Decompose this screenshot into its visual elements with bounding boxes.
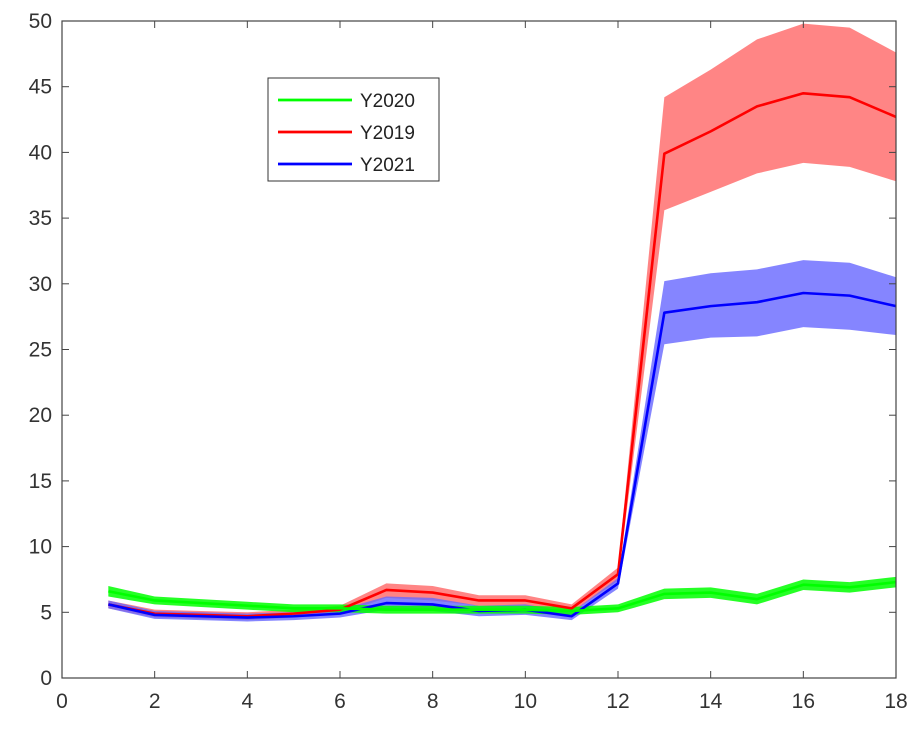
y-tick-label: 40 — [29, 141, 52, 164]
band-y2019 — [108, 23, 897, 621]
x-tick-label: 12 — [606, 690, 629, 713]
y-tick-label: 35 — [29, 207, 52, 230]
legend: Y2020 Y2019 Y2021 — [267, 77, 440, 182]
x-tick-label: 0 — [56, 690, 68, 713]
y-tick-label: 50 — [29, 10, 52, 33]
x-axis: 0 2 4 6 8 10 12 14 16 18 — [56, 21, 908, 713]
x-tick-label: 16 — [792, 690, 815, 713]
x-tick-label: 14 — [699, 690, 723, 713]
x-tick-label: 2 — [149, 690, 161, 713]
y-tick-label: 15 — [29, 470, 52, 493]
y-tick-label: 5 — [40, 601, 52, 624]
series-line-y2019 — [108, 91, 897, 618]
x-tick-label: 18 — [884, 690, 907, 713]
x-tick-label: 4 — [241, 690, 253, 713]
y-axis: 0 5 10 15 20 25 30 35 40 45 50 — [29, 10, 896, 690]
x-tick-label: 10 — [514, 690, 537, 713]
x-tick-label: 8 — [427, 690, 439, 713]
legend-label: Y2019 — [360, 123, 415, 144]
legend-label: Y2021 — [360, 155, 415, 176]
band-y2020 — [108, 576, 897, 615]
y-tick-label: 25 — [29, 339, 52, 362]
legend-label: Y2020 — [360, 91, 415, 112]
y-tick-label: 0 — [40, 667, 52, 690]
band-y2021 — [108, 260, 897, 622]
y-tick-label: 45 — [29, 76, 52, 99]
y-tick-label: 30 — [29, 273, 52, 296]
confidence-bands — [108, 23, 897, 622]
y-tick-label: 10 — [29, 536, 52, 559]
series-lines — [108, 91, 897, 619]
series-line-y2020 — [108, 580, 897, 613]
y-tick-label: 20 — [29, 404, 52, 427]
series-line-y2021 — [108, 291, 897, 619]
x-tick-label: 6 — [334, 690, 346, 713]
